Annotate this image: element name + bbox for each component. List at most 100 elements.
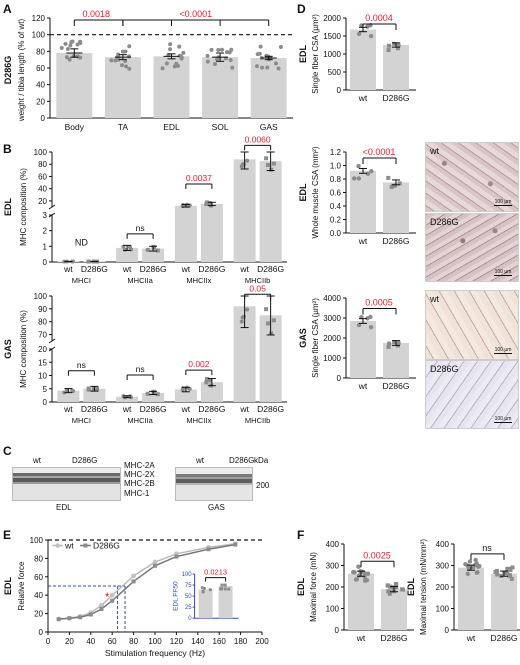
b-edl-tick-label: 3: [43, 211, 48, 220]
a-point: [209, 47, 214, 52]
micrograph-edl-d286g: D286G 100 µm: [425, 213, 519, 282]
b-edl-point-d286g: [265, 163, 270, 168]
a-point: [127, 44, 132, 49]
a-point: [124, 64, 129, 69]
d-edl-muscle-side-label: EDL: [298, 183, 308, 202]
e-inset-tick-label: 75: [185, 583, 192, 589]
d-edl-fiber-y-tick-label: 1500: [323, 32, 341, 41]
b-edl-bar: [116, 247, 139, 262]
b-edl-condition-label: D286G: [140, 264, 167, 274]
d-edl-fiber-point-wt: [368, 33, 374, 39]
e-inset-point-wt: [201, 589, 205, 593]
a-side-label: D286G: [3, 56, 13, 85]
d-edl-fiber-bar: [383, 45, 409, 90]
b-edl-condition-label: wt: [122, 264, 132, 274]
a-pvalue-2: <0.0001: [179, 9, 212, 19]
a-point: [219, 47, 224, 52]
a-category-label: Body: [65, 122, 85, 132]
a-ylabel: weight / tibia length (% of wt): [17, 19, 26, 123]
a-point: [59, 46, 64, 51]
a-point: [230, 65, 235, 70]
b-edl-point-d286g: [269, 167, 274, 172]
b-edl-bar: [200, 203, 223, 262]
gel-right-header-d286g: D286G: [229, 456, 255, 465]
micrograph-gas-wt: wt 100 µm: [425, 290, 519, 360]
a-point: [64, 55, 69, 60]
f-tension-point-d286g: [494, 568, 499, 573]
e-point-d286g: [78, 615, 83, 620]
b-edl-condition-label: D286G: [81, 264, 108, 274]
gel-left-header-d286g: D286G: [72, 456, 98, 465]
f-tension-point-wt: [467, 559, 473, 564]
e-point-d286g: [67, 616, 72, 621]
b-edl-bar: [259, 161, 282, 262]
e-inset-point-wt: [203, 586, 207, 590]
f-tension-point-wt: [473, 557, 478, 563]
a-point: [120, 49, 125, 54]
f-tension-y-tick-label: 400: [436, 540, 450, 549]
b-gas-point-d286g: [269, 331, 274, 336]
a-point: [127, 54, 132, 59]
e-inset-point-d286g: [223, 583, 227, 587]
b-gas-tick-label: 10: [38, 372, 47, 381]
e-inset-point-d286g: [220, 583, 224, 587]
d-edl-muscle-y-tick-label: 1.0: [330, 162, 342, 171]
b-gas-bar: [116, 396, 139, 402]
e-inset-point-d286g: [223, 587, 227, 591]
d-edl-fiber-point-wt: [356, 31, 362, 37]
a-point: [258, 44, 263, 49]
a-point: [177, 44, 182, 49]
b-gas-bar: [57, 390, 80, 402]
d-edl-muscle-pvalue: <0.0001: [363, 147, 396, 157]
e-legend-point-wt: [55, 543, 60, 548]
b-gas-tick-label: 20: [38, 345, 47, 354]
f-force-point-wt: [362, 578, 368, 583]
b-gas-bar: [259, 315, 282, 402]
b-gas-point-wt: [245, 307, 250, 312]
e-x-tick-label: 40: [86, 637, 95, 646]
b-gas-point-d286g: [91, 386, 96, 391]
f-tension-point-d286g: [508, 567, 513, 572]
a-point: [260, 65, 265, 70]
b-edl-pvalue: 0.0060: [245, 134, 271, 144]
f-tension-point-d286g: [505, 571, 510, 576]
gel-gas: [175, 467, 253, 501]
f-force-category-label: wt: [356, 633, 366, 643]
e-y-tick-label: 20: [34, 610, 43, 619]
d-gas-fiber-point-wt: [368, 314, 373, 320]
b-gas-tick-label: 15: [38, 358, 47, 367]
f-tension-point-d286g: [509, 576, 514, 581]
a-point: [181, 50, 186, 55]
b-gas-tick-label: 100: [34, 292, 48, 301]
b-edl-condition-label: D286G: [198, 264, 225, 274]
b-edl-tick-label: 2: [43, 227, 48, 236]
a-point: [205, 53, 210, 58]
gel-kda-label: kDa: [254, 456, 269, 465]
panel-label-d: D: [297, 2, 306, 16]
e-x-tick-label: 100: [148, 637, 162, 646]
b-edl-point-d286g: [204, 200, 209, 205]
a-pvalue-1: 0.0018: [83, 9, 111, 19]
a-point: [113, 58, 118, 63]
d-gas-fiber-bar: [350, 321, 376, 378]
a-point: [63, 41, 68, 46]
b-edl-group-label: MHCI: [72, 276, 91, 285]
a-y-tick-label: 0: [41, 114, 46, 123]
d-edl-muscle-y-tick-label: 0.0: [330, 229, 342, 238]
b-gas-point-d286g: [86, 386, 91, 391]
b-gas-condition-label: D286G: [81, 404, 108, 414]
b-edl-point-d286g: [271, 161, 276, 166]
e-point-d286g: [56, 617, 61, 622]
e-point-d286g: [174, 554, 179, 559]
a-point: [127, 66, 132, 71]
d-edl-muscle-point-d286g: [389, 185, 394, 190]
d-edl-fiber-category-label: D286G: [383, 93, 410, 103]
a-point: [216, 48, 221, 53]
d-edl-muscle-y-tick-label: 0.4: [330, 202, 342, 211]
a-point: [67, 57, 72, 62]
a-point: [215, 57, 220, 62]
a-bar: [56, 53, 93, 118]
b-gas-point-wt: [180, 387, 185, 392]
gel-band-1: MHC-1: [124, 489, 150, 498]
